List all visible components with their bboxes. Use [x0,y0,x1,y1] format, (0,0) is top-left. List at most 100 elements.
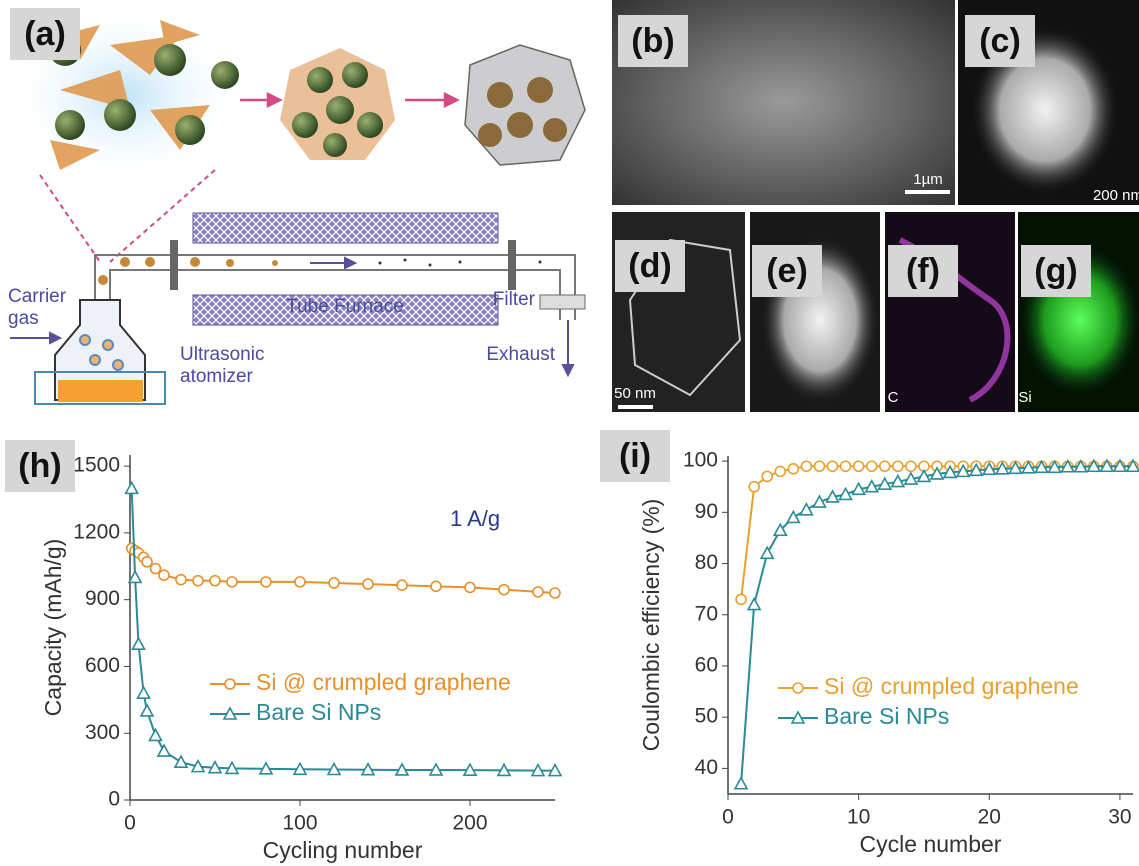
data-point [903,471,919,485]
micrographs [612,0,1139,412]
data-point [785,509,801,524]
data-point [929,466,945,480]
data-point [955,463,971,478]
panel-label: (b) [631,22,674,60]
data-point [735,593,747,606]
panel-label: (e) [766,252,808,290]
data-point [209,574,221,587]
data-point [746,596,762,611]
panel-label: (h) [18,447,61,485]
data-point [733,776,749,790]
panel-label-box [618,15,688,67]
data-point [131,636,146,650]
data-point [1112,458,1128,473]
data-point [173,754,189,768]
x-tick-label: 30 [1108,806,1131,829]
data-point [892,460,904,473]
data-point [838,486,853,501]
x-tick-label: 200 [452,812,487,835]
data-point [759,545,775,560]
particle-c [970,25,1120,195]
process-arrows [240,91,460,109]
data-point [790,710,806,724]
data-point [851,481,866,496]
data-point [190,758,206,773]
data-point [1060,459,1076,473]
data-point [813,460,826,473]
data-point [136,685,151,699]
data-point [787,463,800,475]
data-point [141,556,153,568]
y-tick-label: 40 [695,756,718,779]
droplets [98,257,278,285]
micrograph-label: C [888,389,899,406]
data-point [394,762,410,776]
data-point [761,470,773,483]
data-point [995,461,1010,475]
crumpled-particle [464,44,586,166]
bubbles [79,334,124,371]
data-point [222,706,238,720]
particles [378,258,542,267]
data-point [260,576,272,588]
data-point [207,760,223,774]
schematic [5,5,586,405]
panel-label: (d) [628,247,671,285]
series-line [131,547,556,594]
scale-bar [618,405,653,409]
scale-bar [1100,205,1139,209]
data-point [328,577,340,589]
y-tick-label: 300 [85,721,120,744]
x-tick-label: 100 [282,812,317,835]
y-axis-label: Capacity (mAh/g) [40,539,66,717]
data-point [826,460,839,473]
furnace-top [192,212,499,244]
data-point [139,703,155,717]
x-tick-label: 0 [722,806,734,829]
y-tick-label: 60 [695,654,718,677]
panel-label-box [600,430,670,482]
x-axis-label: Cycling number [263,837,423,863]
data-point [464,581,476,594]
panel-label: (a) [24,15,66,53]
data-point [175,573,187,586]
schematic-label: Filter [493,289,536,310]
data-point [156,743,172,757]
solution [58,380,143,402]
data-point [149,562,162,575]
data-point [294,576,306,588]
data-point [1086,458,1102,473]
atomizer-bath [34,371,166,405]
data-point [1021,460,1036,474]
data-point [430,580,442,593]
legend-label: Bare Si NPs [824,703,949,729]
data-point [1073,459,1089,473]
panel-label-box [888,245,958,297]
x-axis-label: Cycle number [860,831,1002,857]
series-line [740,465,1133,784]
data-point [852,460,865,473]
data-point [192,574,204,587]
y-tick-label: 50 [695,705,718,728]
scale-bar [905,190,950,194]
data-point [462,762,478,776]
data-point [224,678,236,690]
x-tick-label: 0 [124,812,136,835]
data-point [774,465,787,478]
furnace-bottom [192,294,499,326]
data-point [498,583,510,596]
panel-label-box [965,15,1035,67]
data-point [772,522,788,537]
legend-label: Bare Si NPs [256,699,381,725]
y-tick-label: 1500 [73,454,120,477]
data-point [326,761,342,776]
panel-label-box [1021,245,1091,297]
bottle [54,299,146,401]
panel-label: (c) [979,22,1021,60]
panel-label: (g) [1034,252,1077,290]
data-point [1125,458,1139,473]
data-point [799,502,814,516]
panel-label: (i) [619,437,651,475]
